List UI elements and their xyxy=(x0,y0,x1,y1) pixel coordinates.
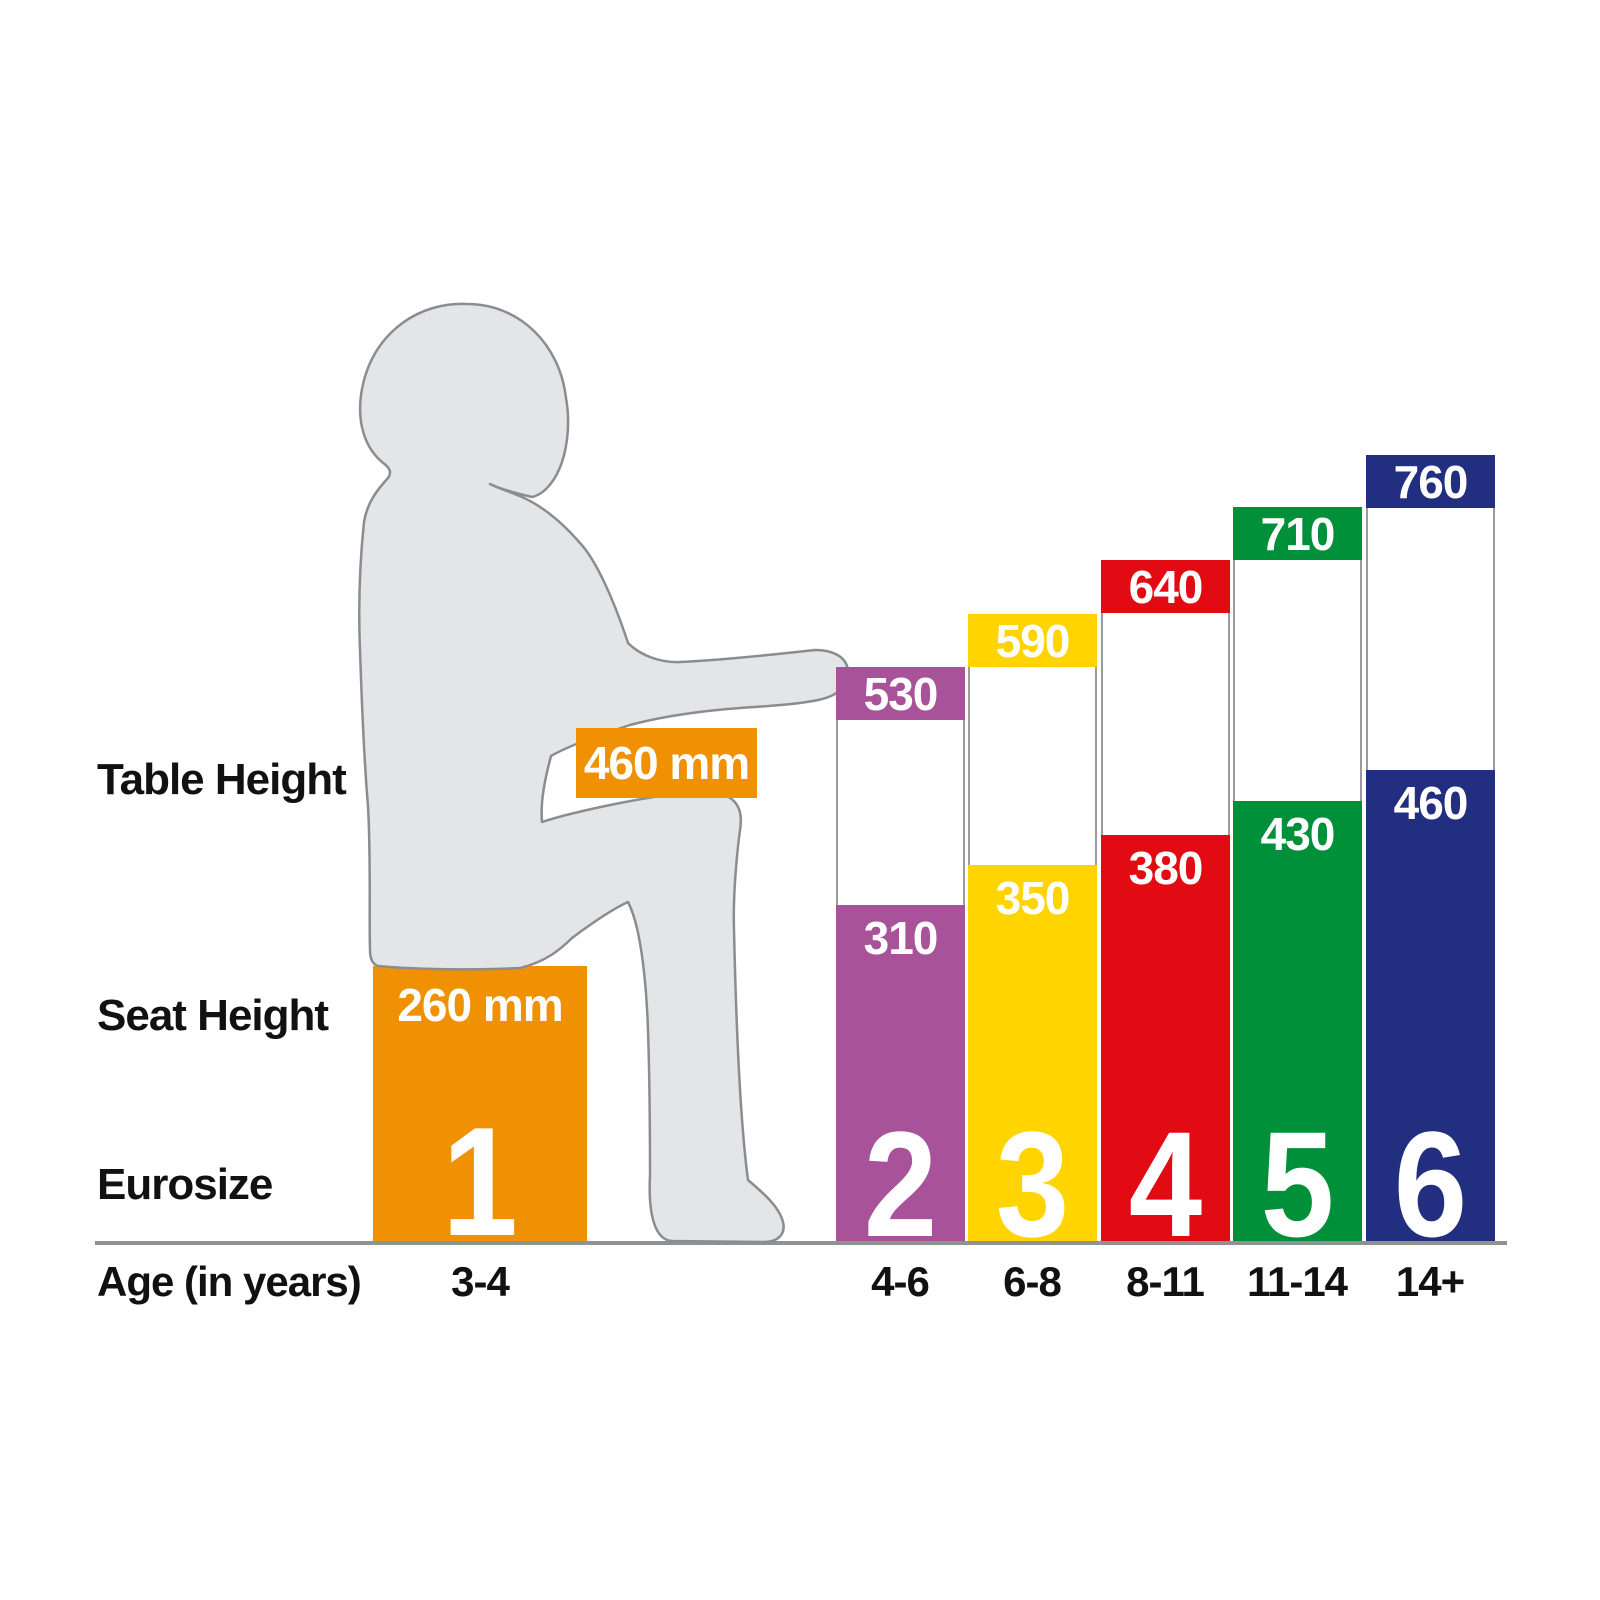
bar6-eurosize-number: 6 xyxy=(1393,1100,1468,1268)
bar3-table-height-value: 590 xyxy=(995,614,1071,667)
bar2-table-height-value: 530 xyxy=(863,667,939,720)
bar2-seat-height-value: 310 xyxy=(863,912,939,964)
bar3-seat-section: 350 3 xyxy=(968,865,1097,1259)
bar5-eurosize-number: 5 xyxy=(1260,1100,1335,1268)
size1-table-height-badge: 460 mm xyxy=(576,728,757,798)
age-value-size5: 11-14 xyxy=(1246,1258,1348,1305)
table-height-label: Table Height xyxy=(97,755,347,804)
bar4-leg-gap xyxy=(1101,613,1230,835)
bar5-table-height-band: 710 xyxy=(1233,507,1362,560)
bar-eurosize-2: 530 310 2 xyxy=(836,667,965,1259)
age-value-size3: 6-8 xyxy=(1003,1258,1062,1305)
bar6-table-height-value: 760 xyxy=(1393,455,1469,508)
bar3-table-height-band: 590 xyxy=(968,614,1097,667)
bar5-table-height-value: 710 xyxy=(1260,507,1336,560)
eurosize-label: Eurosize xyxy=(97,1160,273,1209)
bar4-table-height-value: 640 xyxy=(1128,560,1204,613)
bar4-seat-section: 380 4 xyxy=(1101,835,1230,1259)
bar6-seat-height-value: 460 xyxy=(1393,777,1469,829)
bar6-leg-gap xyxy=(1366,508,1495,770)
silhouette-path xyxy=(357,302,850,1244)
bar3-seat-height-value: 350 xyxy=(995,872,1071,924)
age-axis-label: Age (in years) xyxy=(97,1258,362,1305)
bar5-leg-gap xyxy=(1233,560,1362,801)
bar4-eurosize-number: 4 xyxy=(1128,1100,1203,1268)
bar4-seat-height-value: 380 xyxy=(1128,842,1204,894)
size1-table-height-value: 460 mm xyxy=(583,736,750,789)
size1-eurosize-number: 1 xyxy=(442,1095,518,1268)
floor-baseline xyxy=(95,1241,1507,1245)
bar6-seat-section: 460 6 xyxy=(1366,770,1495,1259)
bar6-table-height-band: 760 xyxy=(1366,455,1495,508)
bar3-eurosize-number: 3 xyxy=(995,1100,1070,1268)
bar5-seat-section: 430 5 xyxy=(1233,801,1362,1259)
age-value-size2: 4-6 xyxy=(871,1258,930,1305)
age-value-size4: 8-11 xyxy=(1126,1258,1205,1305)
bar2-leg-gap xyxy=(836,720,965,905)
bar-eurosize-3: 590 350 3 xyxy=(968,614,1097,1259)
age-value-size6: 14+ xyxy=(1395,1258,1465,1305)
bar-eurosize-4: 640 380 4 xyxy=(1101,560,1230,1259)
age-value-size1: 3-4 xyxy=(451,1258,510,1305)
size1-seat-block: 260 mm 1 xyxy=(373,966,587,1259)
bar3-leg-gap xyxy=(968,667,1097,865)
seat-height-label: Seat Height xyxy=(97,991,329,1040)
bar2-eurosize-number: 2 xyxy=(863,1100,938,1268)
bar5-seat-height-value: 430 xyxy=(1260,808,1336,860)
bar-eurosize-5: 710 430 5 xyxy=(1233,507,1362,1259)
bar-eurosize-6: 760 460 6 xyxy=(1366,455,1495,1259)
bar4-table-height-band: 640 xyxy=(1101,560,1230,613)
size1-seat-height-value: 260 mm xyxy=(397,979,563,1031)
bar2-seat-section: 310 2 xyxy=(836,905,965,1259)
bar2-table-height-band: 530 xyxy=(836,667,965,720)
